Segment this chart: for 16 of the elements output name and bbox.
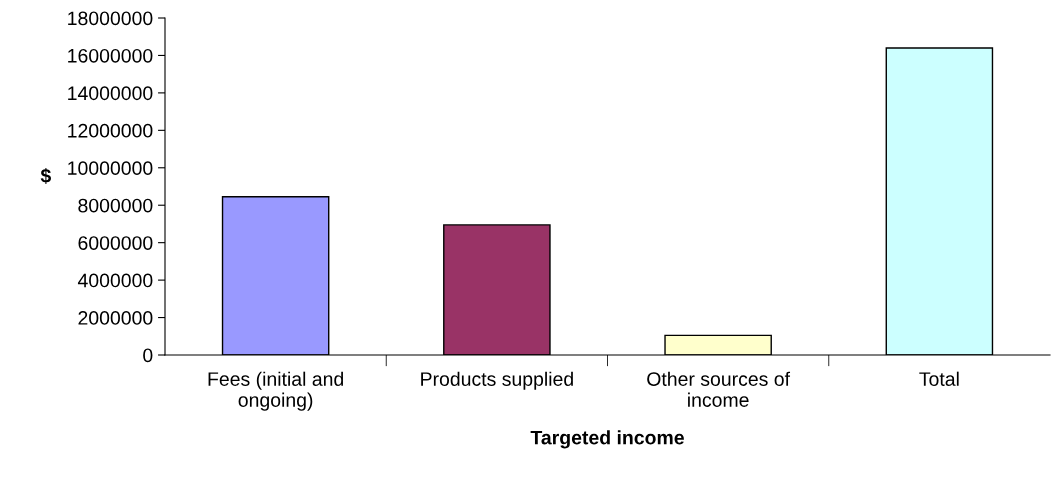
y-tick-label: 2000000 xyxy=(78,311,153,325)
y-tick-label: 18000000 xyxy=(68,11,153,26)
y-axis-title: $ xyxy=(40,168,51,184)
y-tick-label: 8000000 xyxy=(78,198,153,213)
x-axis-title: Targeted income xyxy=(530,430,684,449)
y-tick-label: 4000000 xyxy=(77,273,153,288)
x-tick-label: Products supplied xyxy=(421,371,573,390)
x-tick-label: Other sources of income xyxy=(647,371,791,407)
x-tick-label: Total xyxy=(919,371,959,386)
y-tick-label: 6000000 xyxy=(78,236,153,250)
y-tick-label: 16000000 xyxy=(68,48,153,63)
y-tick-label: 10000000 xyxy=(68,161,153,176)
y-tick-label: 14000000 xyxy=(68,86,153,101)
y-tick-label: 0 xyxy=(143,348,153,363)
x-tick-label: Fees (initial and ongoing) xyxy=(208,371,344,411)
y-tick-label: 12000000 xyxy=(68,123,153,138)
